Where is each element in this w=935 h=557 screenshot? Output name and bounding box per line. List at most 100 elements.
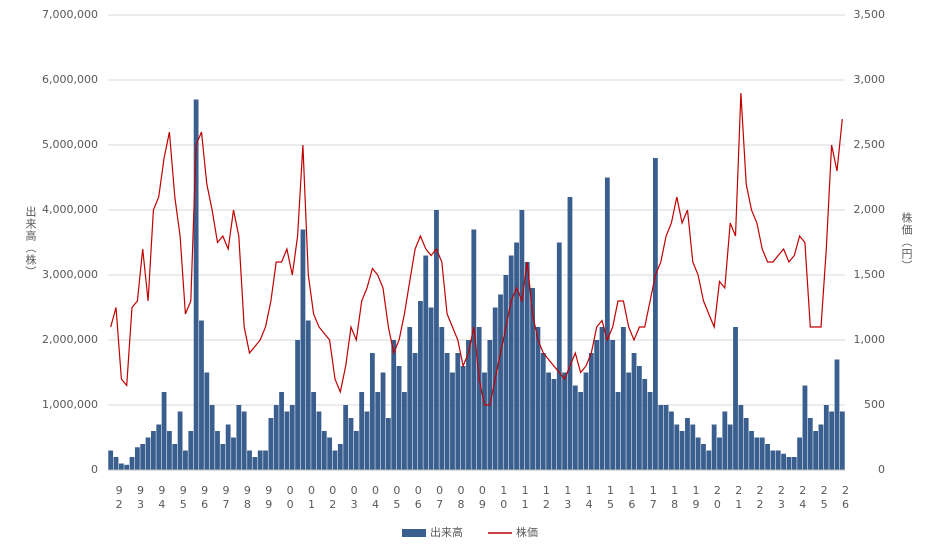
bar (626, 372, 632, 470)
bar (471, 229, 477, 470)
y2-tick-label: 3,000 (854, 73, 886, 86)
bar (231, 437, 236, 470)
bar (797, 437, 803, 470)
bar (466, 340, 471, 470)
bar (578, 392, 584, 470)
bar (530, 288, 535, 470)
bar (183, 450, 188, 470)
bar (124, 464, 130, 470)
bar (498, 294, 503, 470)
x-tick-label: 92 (113, 484, 126, 512)
x-tick-label: 98 (241, 484, 254, 512)
bar (567, 197, 573, 470)
bar (669, 411, 674, 470)
bar (140, 444, 146, 470)
bar (508, 255, 514, 470)
y-tick-label: 1,000,000 (42, 398, 98, 411)
bar (279, 392, 284, 470)
bar (759, 437, 765, 470)
bar (556, 242, 562, 470)
x-tick-label: 15 (604, 484, 617, 512)
y-tick-label: 6,000,000 (42, 73, 98, 86)
bar (289, 405, 295, 470)
x-tick-label: 03 (348, 484, 361, 512)
x-tick-label: 19 (689, 484, 702, 512)
bar (418, 301, 423, 470)
bar (300, 229, 306, 470)
y-tick-label: 7,000,000 (42, 8, 98, 21)
bar (273, 405, 279, 470)
legend-label: 出来高 (430, 525, 463, 539)
x-tick-label: 21 (732, 484, 745, 512)
x-tick-label: 10 (497, 484, 510, 512)
bar (247, 450, 252, 470)
y2-tick-label: 1,500 (854, 268, 886, 281)
bar (839, 411, 845, 470)
bar (546, 372, 552, 470)
bar (717, 437, 722, 470)
bar (802, 385, 808, 470)
bar (396, 366, 402, 470)
bar (642, 379, 648, 470)
x-tick-label: 18 (668, 484, 681, 512)
bar (311, 392, 317, 470)
y2-tick-label: 0 (878, 463, 885, 476)
bar (620, 327, 626, 470)
y-tick-label: 5,000,000 (42, 138, 98, 151)
bar (610, 340, 616, 470)
bar (599, 327, 605, 470)
bar (391, 340, 397, 470)
bar (749, 431, 754, 470)
y2-tick-label: 3,500 (854, 8, 886, 21)
x-tick-label: 20 (711, 484, 724, 512)
bar (316, 411, 322, 470)
bar (690, 424, 696, 470)
x-tick-label: 00 (284, 484, 297, 512)
bar (284, 411, 290, 470)
bar (450, 372, 455, 470)
y-tick-label: 3,000,000 (42, 268, 98, 281)
bar (204, 372, 210, 470)
bar (813, 431, 819, 470)
x-tick-label: 94 (155, 484, 168, 512)
bar (636, 366, 642, 470)
x-tick-label: 12 (540, 484, 553, 512)
bar (535, 327, 541, 470)
bar (770, 450, 776, 470)
bar (263, 450, 268, 470)
bar (492, 307, 498, 470)
y-tick-label: 4,000,000 (42, 203, 98, 216)
bar (685, 418, 690, 470)
x-tick-label: 93 (134, 484, 147, 512)
x-tick-label: 08 (454, 484, 467, 512)
bar (353, 431, 359, 470)
bar (113, 457, 119, 470)
bar (658, 405, 664, 470)
x-tick-label: 17 (647, 484, 660, 512)
bar (551, 379, 557, 470)
bar (220, 444, 226, 470)
legend-swatch (402, 529, 426, 537)
bar (674, 424, 680, 470)
bar (380, 372, 386, 470)
bar (305, 320, 311, 470)
bar (455, 353, 461, 470)
bar (193, 99, 199, 470)
bar (177, 411, 183, 470)
bar (369, 353, 375, 470)
bar (150, 431, 156, 470)
bar (118, 463, 124, 470)
x-tick-label: 16 (625, 484, 638, 512)
bar (439, 327, 445, 470)
bar (476, 327, 482, 470)
bar (434, 210, 439, 470)
bar (401, 392, 407, 470)
bar (215, 431, 220, 470)
y2-tick-label: 1,000 (854, 333, 886, 346)
bar (647, 392, 653, 470)
bar (423, 255, 429, 470)
bar (225, 424, 231, 470)
bar (337, 444, 343, 470)
bar (818, 424, 824, 470)
bar (519, 210, 525, 470)
